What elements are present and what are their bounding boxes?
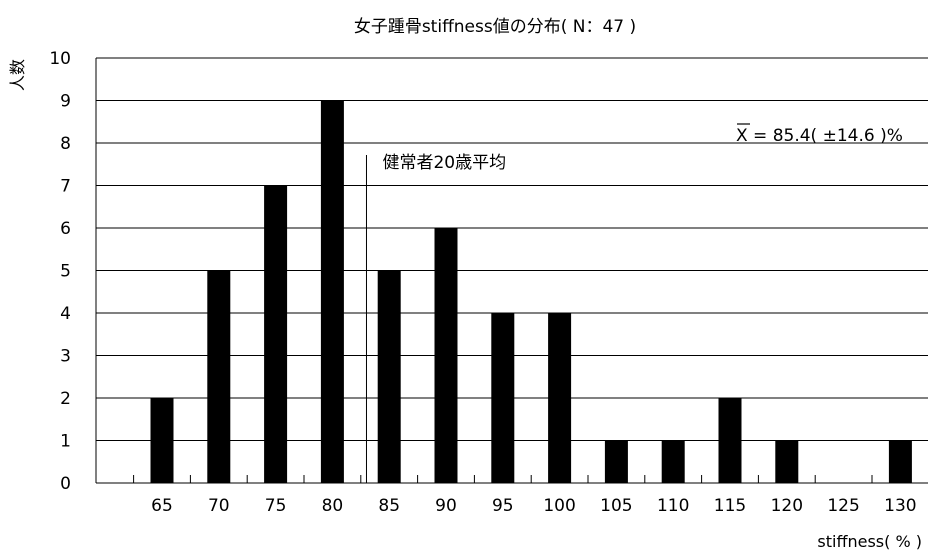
gridlines [96,57,928,441]
y-tick-label: 2 [60,389,71,409]
chart-title: 女子踵骨stiffness値の分布( N：47 ) [354,17,636,37]
bar [604,440,628,483]
x-tick-label: 105 [600,496,632,516]
bar [491,313,515,483]
x-tick-label: 125 [827,496,859,516]
x-axis-label: stiffness( % ) [817,532,922,551]
bar [150,398,174,483]
bar [661,440,685,483]
x-tick-label: 95 [492,496,514,516]
y-tick-label: 0 [60,474,71,494]
mean-annotation: X = 85.4( ±14.6 )% [736,126,903,146]
y-tick-label: 5 [60,262,71,282]
x-tick-label: 120 [771,496,803,516]
y-tick-label: 3 [60,347,71,367]
mean-value-text: = 85.4( ±14.6 )% [748,126,903,146]
y-tick-label: 6 [60,219,71,239]
bars [150,100,912,483]
y-tick-labels: 0 1 2 3 4 5 6 7 8 9 10 [49,49,71,494]
bar [377,270,401,483]
x-tick-label: 80 [322,496,344,516]
y-axis-label: 人数 [8,59,27,91]
reference-line-label: 健常者20歳平均 [382,153,506,173]
y-tick-label: 4 [60,304,71,324]
x-tick-label: 100 [543,496,575,516]
bar [548,313,572,483]
x-tick-label: 75 [265,496,287,516]
x-tick-label: 130 [884,496,916,516]
x-tick-label: 90 [435,496,457,516]
x-tick-label: 70 [208,496,230,516]
x-tick-label: 110 [657,496,689,516]
y-tick-label: 8 [60,134,71,154]
bar [888,440,912,483]
bar [718,398,742,483]
bar [434,228,458,483]
y-tick-label: 10 [49,49,71,69]
bar [207,270,231,483]
x-tick-labels: 65 70 75 80 85 90 95 100 105 110 115 120 125 130 [151,496,916,516]
x-tick-label: 85 [378,496,400,516]
x-tick-label: 115 [714,496,746,516]
bar [320,100,344,483]
x-tick-label: 65 [151,496,173,516]
x-tick-marks [133,475,873,483]
bar [264,185,288,483]
mean-symbol: X [736,126,748,146]
bar [775,440,799,483]
y-tick-label: 9 [60,92,71,112]
y-tick-label: 1 [60,432,71,452]
y-tick-label: 7 [60,177,71,197]
